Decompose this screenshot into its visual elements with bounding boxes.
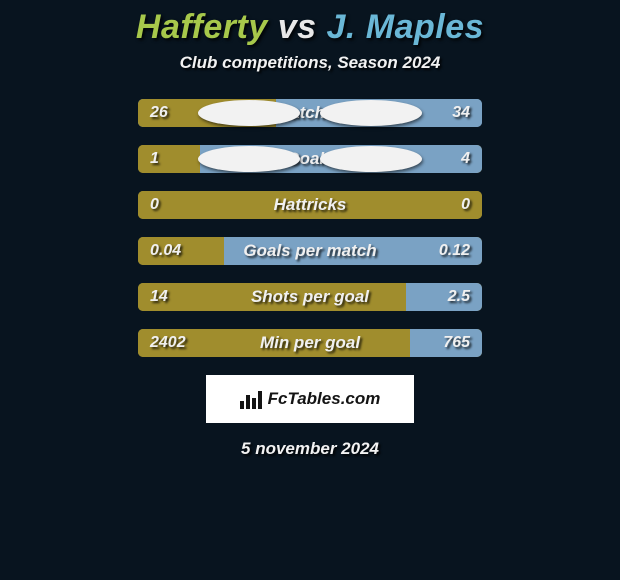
player2-name: J. Maples: [327, 8, 485, 46]
stat-value-player2: 2.5: [436, 283, 482, 311]
stat-value-player1: 1: [138, 145, 171, 173]
player1-name: Hafferty: [136, 8, 268, 46]
stat-value-player1: 2402: [138, 329, 198, 357]
stat-value-player1: 26: [138, 99, 180, 127]
comparison-title: Hafferty vs J. Maples: [136, 8, 484, 47]
date-text: 5 november 2024: [241, 439, 379, 459]
stat-value-player2: 0: [449, 191, 482, 219]
stat-value-player2: 4: [449, 145, 482, 173]
stat-value-player1: 0.04: [138, 237, 193, 265]
badge-text: FcTables.com: [268, 389, 381, 409]
stat-value-player2: 0.12: [427, 237, 482, 265]
team-badge-right: [198, 146, 300, 172]
subtitle: Club competitions, Season 2024: [180, 53, 441, 73]
team-badge-left: [320, 146, 422, 172]
stat-bar: 00Hattricks: [138, 191, 482, 219]
stat-bar: 2402765Min per goal: [138, 329, 482, 357]
stat-bar: 142.5Shots per goal: [138, 283, 482, 311]
bar-chart-icon: [240, 389, 262, 409]
stat-value-player2: 765: [431, 329, 482, 357]
stat-bar: 14Goals: [138, 145, 482, 173]
team-badge-left: [320, 100, 422, 126]
vs-text: vs: [268, 8, 327, 46]
fctables-badge[interactable]: FcTables.com: [206, 375, 414, 423]
stat-value-player1: 0: [138, 191, 171, 219]
team-badge-right: [198, 100, 300, 126]
bar-fill-player1: [138, 191, 482, 219]
stat-bar: 0.040.12Goals per match: [138, 237, 482, 265]
stat-value-player1: 14: [138, 283, 180, 311]
stat-value-player2: 34: [440, 99, 482, 127]
stat-bar: 2634Matches: [138, 99, 482, 127]
